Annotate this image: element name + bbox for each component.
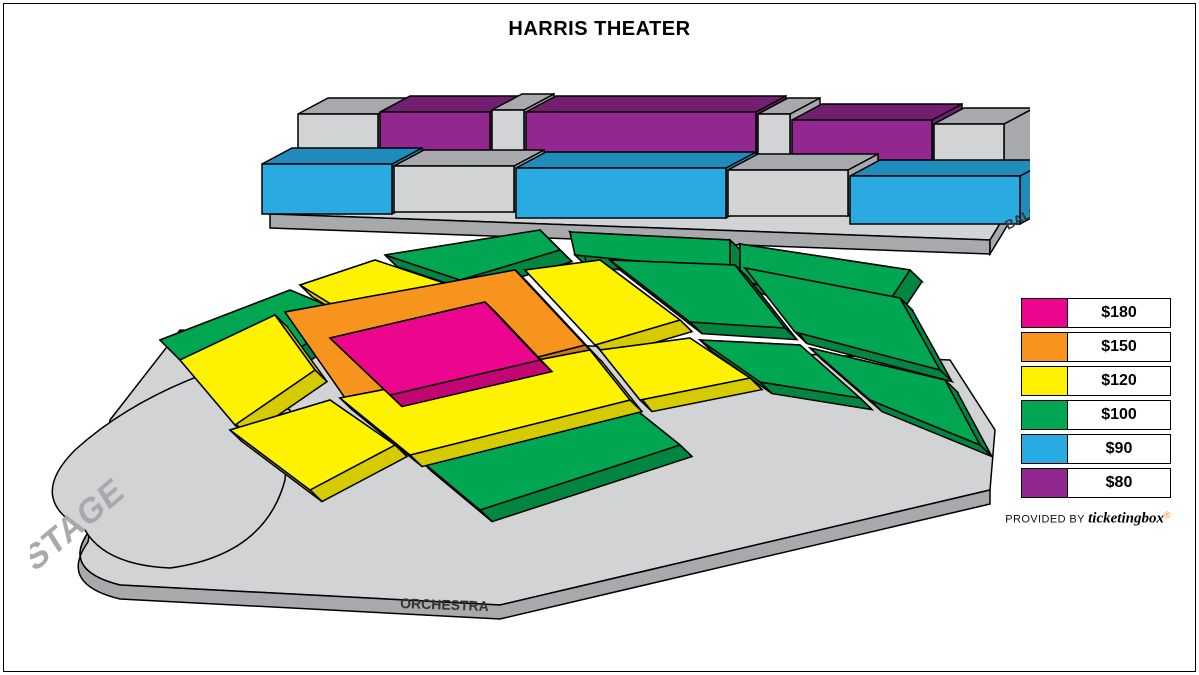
provided-by: PROVIDED BY ticketingbox®: [971, 510, 1171, 528]
legend-swatch: [1022, 469, 1068, 497]
legend-price: $80: [1068, 469, 1170, 497]
legend-swatch: [1022, 299, 1068, 327]
legend-row: $80: [1021, 468, 1171, 498]
legend-price: $100: [1068, 401, 1170, 429]
seating-chart: BALCONYSTAGEORCHESTRA: [30, 60, 1030, 660]
legend-price: $120: [1068, 367, 1170, 395]
legend-swatch: [1022, 333, 1068, 361]
legend-price: $150: [1068, 333, 1170, 361]
orchestra-label: ORCHESTRA: [400, 595, 489, 614]
legend-price: $90: [1068, 435, 1170, 463]
venue-title: HARRIS THEATER: [0, 18, 1199, 41]
price-legend: $180 $150 $120 $100 $90 $80: [1021, 298, 1171, 502]
legend-price: $180: [1068, 299, 1170, 327]
legend-row: $120: [1021, 366, 1171, 396]
legend-row: $100: [1021, 400, 1171, 430]
legend-row: $180: [1021, 298, 1171, 328]
provided-prefix: PROVIDED BY: [1005, 514, 1084, 526]
trademark-icon: ®: [1164, 510, 1171, 520]
brand-logo: ticketingbox: [1088, 511, 1164, 527]
legend-row: $150: [1021, 332, 1171, 362]
legend-swatch: [1022, 367, 1068, 395]
legend-row: $90: [1021, 434, 1171, 464]
legend-swatch: [1022, 435, 1068, 463]
legend-swatch: [1022, 401, 1068, 429]
